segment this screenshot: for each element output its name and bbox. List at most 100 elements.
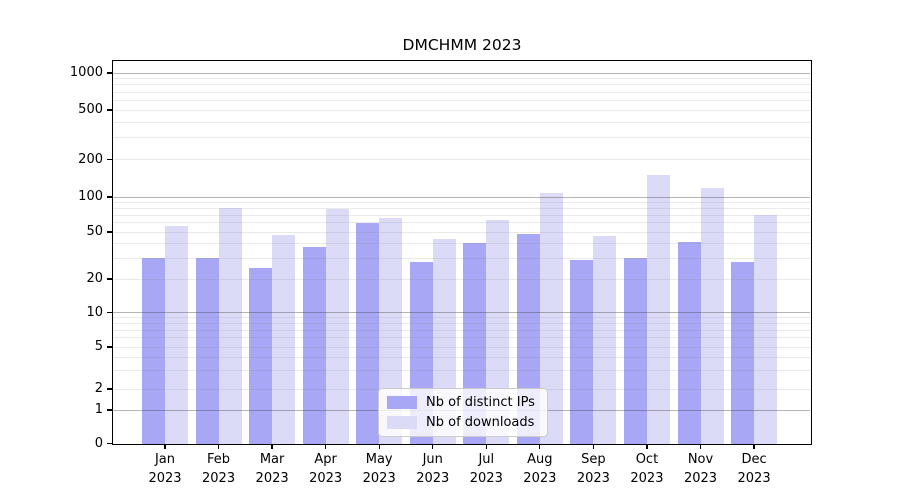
x-tick-label-jun: Jun 2023	[416, 452, 450, 486]
gridline-minor-9	[113, 317, 810, 319]
gridline-minor-20	[113, 278, 810, 280]
y-tick-label-200: 200	[78, 151, 103, 167]
legend-entry-distinct-ips: Nb of distinct IPs	[387, 393, 539, 413]
gridline-minor-8	[113, 323, 810, 325]
y-tick-20	[107, 278, 113, 280]
bar-downloads-mar	[272, 235, 296, 444]
x-tick-label-may: May 2023	[362, 452, 396, 486]
legend-swatch-downloads	[387, 415, 417, 429]
y-tick-label-5: 5	[94, 339, 103, 354]
legend-label-distinct-ips: Nb of distinct IPs	[426, 395, 535, 411]
gridline-minor-4	[113, 356, 810, 358]
x-tick-aug	[539, 444, 541, 449]
gridline-minor-6	[113, 337, 810, 339]
bar-downloads-jul	[486, 220, 510, 444]
y-tick-label-500: 500	[78, 102, 103, 117]
gridline-minor-900	[113, 78, 810, 80]
bar-distinct-ips-oct	[623, 258, 647, 444]
y-tick-0	[107, 442, 113, 445]
y-tick-10	[107, 311, 113, 314]
gridline-minor-70	[113, 214, 810, 216]
legend-entry-downloads: Nb of downloads	[387, 413, 539, 433]
x-tick-label-mar: Mar 2023	[255, 452, 289, 486]
gridline-minor-60	[113, 222, 810, 224]
gridline-minor-200	[113, 159, 810, 160]
bar-distinct-ips-apr	[302, 247, 326, 444]
gridline-minor-700	[113, 91, 810, 93]
y-tick-1	[107, 409, 113, 411]
y-tick-label-0: 0	[94, 435, 103, 451]
x-tick-label-jan: Jan 2023	[148, 452, 182, 486]
x-tick-label-aug: Aug 2023	[523, 452, 557, 486]
gridline-minor-30	[113, 257, 810, 259]
x-tick-mar	[271, 444, 273, 449]
y-tick-1000	[107, 72, 113, 74]
y-tick-100	[107, 196, 113, 198]
x-tick-jul	[485, 444, 487, 449]
x-tick-label-sep: Sep 2023	[576, 452, 610, 486]
bar-downloads-dec	[754, 215, 778, 444]
y-tick-label-20: 20	[86, 271, 103, 286]
x-tick-oct	[646, 444, 648, 449]
x-tick-label-apr: Apr 2023	[309, 452, 343, 486]
x-tick-label-feb: Feb 2023	[202, 452, 236, 486]
y-tick-label-2: 2	[94, 381, 103, 396]
bar-downloads-nov	[700, 188, 724, 444]
x-tick-label-jul: Jul 2023	[469, 452, 503, 486]
gridline-minor-5	[113, 346, 810, 348]
gridline-minor-300	[113, 137, 810, 139]
gridline-minor-500	[113, 109, 810, 111]
gridline-minor-50	[113, 231, 810, 233]
x-tick-jan	[164, 444, 166, 449]
x-tick-sep	[592, 444, 595, 449]
gridline-major-10	[113, 312, 810, 313]
gridline-minor-600	[113, 99, 810, 101]
gridline-minor-40	[113, 242, 810, 244]
bar-downloads-apr	[325, 208, 349, 444]
gridline-minor-3	[113, 369, 810, 371]
x-tick-label-oct: Oct 2023	[630, 452, 664, 486]
bar-downloads-jan	[165, 226, 188, 444]
y-tick-5	[107, 346, 113, 348]
x-tick-nov	[699, 444, 702, 449]
bar-distinct-ips-dec	[731, 261, 755, 444]
gridline-minor-7	[113, 329, 810, 331]
x-tick-label-nov: Nov 2023	[683, 452, 718, 486]
y-tick-2	[107, 388, 113, 390]
plot-area-border	[112, 60, 812, 445]
bar-distinct-ips-jan	[142, 258, 165, 444]
bar-distinct-ips-mar	[249, 267, 273, 444]
y-tick-200	[107, 158, 113, 161]
bar-downloads-feb	[218, 208, 242, 444]
y-tick-label-1: 1	[94, 402, 103, 417]
bar-distinct-ips-may	[356, 222, 380, 444]
gridline-minor-80	[113, 207, 810, 209]
x-tick-apr	[325, 444, 327, 449]
gridline-minor-800	[113, 84, 810, 86]
bar-distinct-ips-sep	[570, 259, 594, 444]
x-tick-jun	[432, 444, 434, 449]
gridline-major-1000	[113, 72, 810, 74]
y-tick-label-100: 100	[78, 189, 103, 204]
legend: Nb of distinct IPs Nb of downloads	[378, 388, 548, 437]
y-tick-label-50: 50	[86, 224, 103, 239]
legend-label-downloads: Nb of downloads	[426, 414, 535, 430]
bar-downloads-aug	[539, 192, 563, 444]
gridline-minor-90	[113, 201, 810, 203]
y-tick-500	[107, 109, 113, 111]
gridline-major-100	[113, 196, 810, 198]
bar-downloads-oct	[646, 175, 670, 444]
x-tick-dec	[753, 444, 755, 449]
y-tick-50	[107, 231, 113, 233]
x-tick-feb	[217, 444, 220, 449]
x-tick-may	[378, 444, 380, 449]
chart-title: DMCHMM 2023	[402, 36, 522, 54]
y-tick-label-10: 10	[86, 304, 103, 320]
bar-distinct-ips-nov	[677, 242, 701, 444]
legend-swatch-distinct-ips	[387, 396, 417, 410]
bar-downloads-may	[379, 217, 403, 444]
bar-distinct-ips-feb	[195, 258, 219, 444]
